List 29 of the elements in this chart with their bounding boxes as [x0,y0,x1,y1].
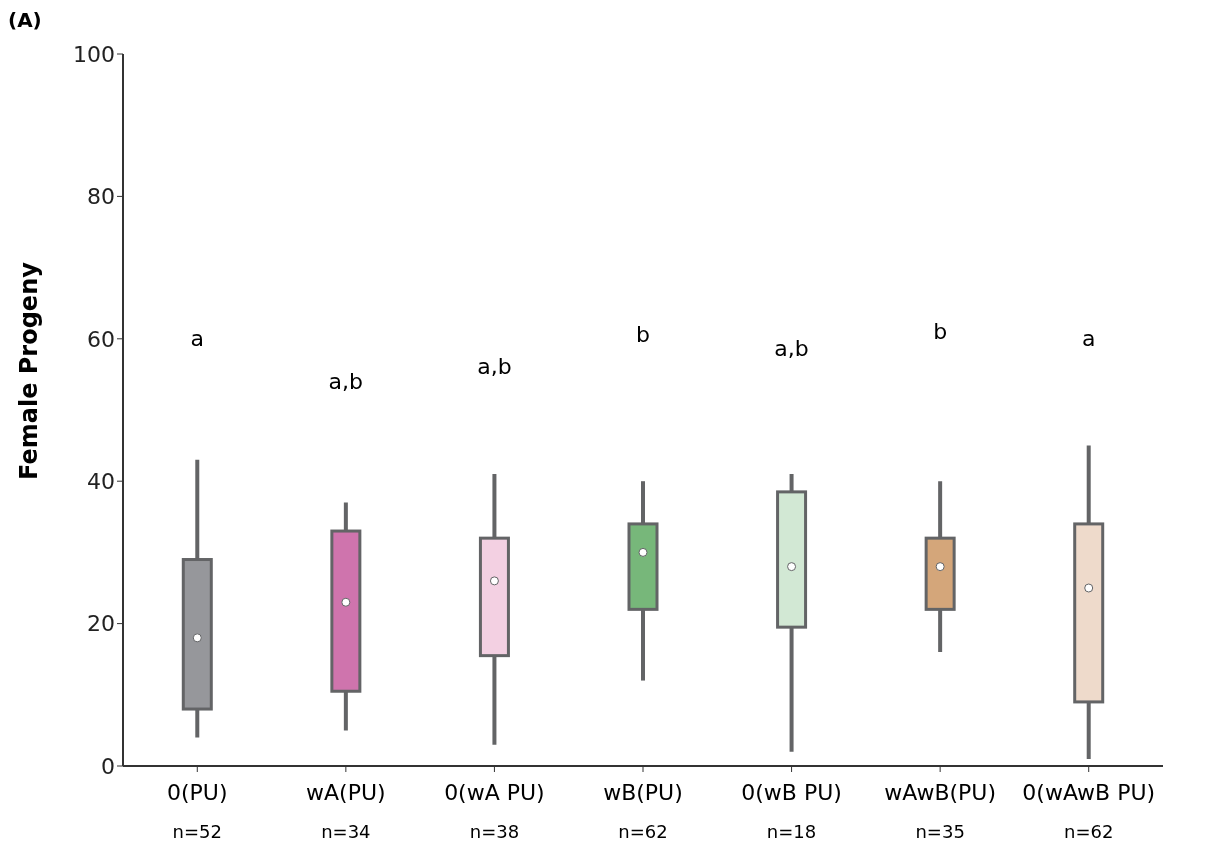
y-tick-label: 40 [87,469,115,495]
chart-title: (A) [8,8,42,32]
y-tick-label: 20 [87,611,115,637]
y-tick-label: 80 [87,184,115,210]
x-tick-label: 0(wA PU) [444,780,545,805]
x-tick-label: wB(PU) [603,780,683,805]
annotation: a,b [327,367,365,396]
annotation: a [189,324,205,353]
x-tick-label: 0(wB PU) [741,780,842,805]
y-tick-label: 100 [73,41,115,67]
text: n=62 [618,821,668,842]
text: n=35 [915,821,965,842]
x-tick-label: wA(PU) [306,780,386,805]
text: n=34 [321,821,371,842]
x-tick-label: 0(PU) [167,780,228,805]
text: n=38 [469,821,520,842]
text: n=62 [1064,821,1114,842]
text: n=52 [172,821,222,842]
x-tick-label: 0(wAwB PU) [1022,780,1156,805]
y-tick-label: 60 [87,326,115,352]
annotation: b [635,321,651,350]
annotation: a,b [476,353,513,382]
annotation: a,b [773,335,810,364]
y-axis-title: Female Progeny [14,261,43,480]
annotation: a [1080,324,1097,353]
annotation: b [932,317,949,346]
text: n=18 [766,821,817,842]
y-tick-label: 0 [101,753,115,779]
x-tick-label: wAwB(PU) [884,780,997,805]
